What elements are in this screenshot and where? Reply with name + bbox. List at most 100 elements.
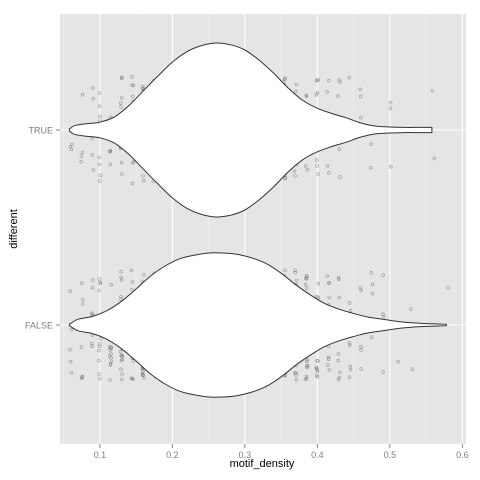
data-point [347, 75, 351, 80]
data-point [131, 94, 135, 99]
data-point [347, 341, 352, 345]
data-point [327, 368, 331, 372]
violin-false [68, 252, 447, 398]
data-point [97, 91, 102, 95]
data-point [369, 142, 373, 146]
data-point [348, 364, 352, 369]
violin-true [68, 42, 433, 218]
data-point [294, 378, 298, 382]
data-point [293, 270, 297, 275]
data-point [80, 302, 85, 306]
data-point [120, 357, 124, 362]
x-tick-label: 0.6 [456, 450, 469, 460]
data-point [130, 181, 135, 186]
data-point [314, 93, 318, 97]
data-point [337, 147, 341, 151]
data-point [314, 365, 319, 369]
data-point [314, 373, 319, 378]
data-point [348, 368, 353, 372]
data-point [305, 376, 309, 381]
data-point [97, 348, 101, 353]
data-point [305, 358, 309, 362]
data-point [370, 291, 375, 296]
data-point [326, 355, 331, 359]
data-point [305, 286, 309, 290]
data-point [68, 360, 73, 364]
data-point [79, 345, 84, 349]
data-point [304, 94, 309, 99]
data-point [283, 268, 287, 272]
data-point [304, 164, 308, 168]
data-point [118, 350, 123, 354]
y-axis-title: different [8, 209, 20, 249]
data-point [337, 277, 341, 282]
data-point [130, 83, 134, 88]
data-point [108, 149, 112, 154]
data-point [337, 276, 341, 280]
data-point [315, 164, 319, 168]
x-axis-title: motif_density [230, 458, 295, 470]
x-tick-label: 0.5 [384, 450, 397, 460]
data-point [338, 175, 342, 179]
data-point [68, 348, 72, 352]
data-point [316, 359, 320, 363]
data-point [142, 273, 146, 277]
data-point [91, 96, 96, 101]
data-point [108, 162, 113, 167]
data-point [326, 363, 330, 367]
data-point [336, 377, 341, 382]
data-point [119, 105, 123, 109]
data-point [119, 96, 124, 100]
data-point [430, 89, 434, 93]
data-point [68, 289, 72, 293]
data-point [327, 171, 331, 175]
data-point [359, 345, 363, 349]
data-point [283, 76, 287, 81]
data-point [410, 367, 415, 371]
data-point [293, 174, 297, 178]
data-point [119, 161, 124, 165]
data-point [120, 377, 124, 382]
data-point [388, 100, 393, 105]
data-point [295, 278, 299, 283]
data-point [388, 106, 393, 110]
data-point [381, 273, 385, 277]
data-point [370, 282, 375, 286]
data-point [130, 287, 134, 292]
data-point [120, 372, 124, 376]
data-point [315, 158, 319, 162]
data-point [99, 337, 103, 341]
data-point [108, 363, 113, 367]
data-point [119, 367, 123, 371]
data-point [97, 162, 101, 167]
x-tick-label: 0.3 [239, 450, 252, 460]
data-point [97, 288, 101, 293]
data-point [382, 314, 386, 319]
data-point [109, 283, 113, 287]
data-point [107, 345, 112, 349]
data-point [381, 370, 385, 374]
data-point [69, 371, 74, 375]
data-point [409, 307, 413, 311]
data-point [358, 87, 362, 92]
data-point [69, 328, 74, 332]
data-point [97, 104, 102, 108]
data-point [304, 374, 309, 378]
x-axis: 0.1 0.2 0.3 0.4 0.5 0.6 [94, 444, 469, 460]
y-tick-label: FALSE [25, 321, 53, 331]
data-point [151, 179, 155, 184]
data-point [80, 375, 85, 379]
data-point [108, 378, 112, 382]
data-point [325, 164, 330, 168]
data-point [140, 372, 145, 376]
data-point [316, 78, 320, 82]
data-point [327, 78, 331, 83]
data-point [359, 94, 363, 99]
data-point [316, 281, 320, 286]
data-point [97, 358, 101, 363]
data-point [80, 92, 85, 97]
data-point [97, 155, 102, 160]
data-point [369, 335, 374, 339]
data-point [98, 280, 102, 284]
data-point [446, 286, 450, 290]
